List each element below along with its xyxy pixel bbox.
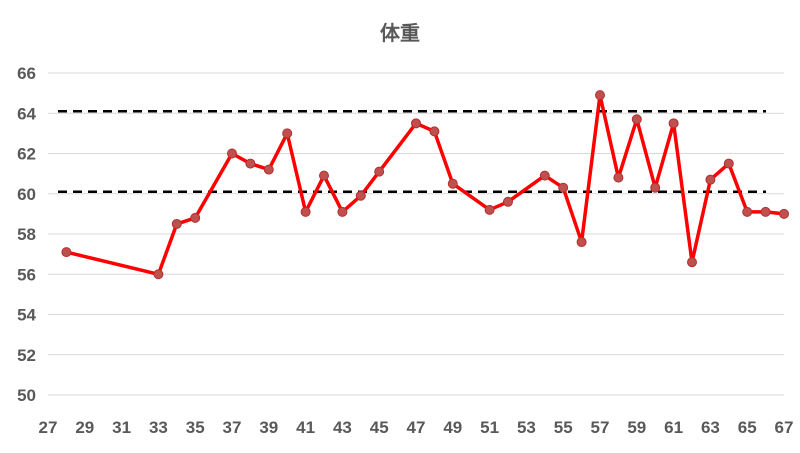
data-point-66: [760, 206, 771, 217]
data-point-48: [429, 126, 440, 137]
y-axis-ticks: 50 52 54 56 58 60 62 64 66: [17, 64, 36, 405]
data-point-58: [613, 172, 624, 183]
data-point-40: [282, 128, 293, 139]
y-tick-label-60: 60: [17, 185, 36, 204]
data-point-52: [503, 196, 513, 207]
y-tick-label-52: 52: [17, 346, 36, 365]
data-point-42: [319, 170, 329, 181]
data-point-51: [484, 204, 495, 215]
y-tick-label-58: 58: [17, 225, 36, 244]
x-tick-label-47: 47: [407, 418, 426, 437]
data-point-35: [190, 212, 201, 223]
data-point-60: [650, 182, 661, 193]
data-point-28: [61, 247, 72, 258]
x-tick-label-45: 45: [370, 418, 389, 437]
data-point-44: [355, 190, 366, 201]
gridlines: [48, 72, 784, 396]
data-point-33: [153, 269, 164, 280]
reference-lines: [58, 109, 766, 193]
data-point-54: [539, 170, 550, 181]
data-point-43: [337, 206, 348, 217]
x-tick-label-27: 27: [39, 418, 58, 437]
x-tick-label-65: 65: [738, 418, 757, 437]
x-tick-label-31: 31: [112, 418, 131, 437]
x-tick-label-29: 29: [75, 418, 94, 437]
x-tick-label-43: 43: [333, 418, 352, 437]
data-point-55: [558, 182, 569, 193]
data-point-38: [245, 158, 256, 169]
data-point-56: [576, 237, 587, 248]
data-point-64: [723, 158, 734, 169]
data-point-67: [779, 208, 789, 219]
x-tick-label-59: 59: [627, 418, 646, 437]
weight-series: [61, 90, 789, 280]
x-tick-label-49: 49: [443, 418, 462, 437]
data-point-34: [171, 218, 182, 229]
data-point-49: [447, 178, 458, 189]
chart-title: 体重: [380, 21, 420, 45]
x-tick-label-37: 37: [223, 418, 242, 437]
x-tick-label-51: 51: [480, 418, 499, 437]
data-point-59: [631, 114, 642, 125]
x-tick-label-67: 67: [775, 418, 794, 437]
x-tick-label-41: 41: [296, 418, 315, 437]
x-tick-label-53: 53: [517, 418, 536, 437]
y-tick-label-56: 56: [17, 265, 36, 284]
x-tick-label-63: 63: [701, 418, 720, 437]
x-tick-label-57: 57: [591, 418, 610, 437]
x-tick-label-61: 61: [664, 418, 683, 437]
y-tick-label-62: 62: [17, 145, 36, 164]
x-axis-ticks: 27 29 31 33 35 37 39 41 43 45 47 49 51 53 55 57 59 61 63 65…: [39, 418, 794, 437]
data-point-63: [705, 174, 716, 185]
x-tick-label-55: 55: [554, 418, 573, 437]
data-point-41: [300, 206, 311, 217]
x-tick-label-33: 33: [149, 418, 168, 437]
data-point-39: [263, 164, 274, 175]
data-point-45: [374, 166, 385, 177]
y-tick-label-54: 54: [17, 306, 36, 325]
data-point-37: [227, 148, 237, 159]
x-tick-label-39: 39: [259, 418, 278, 437]
data-point-61: [668, 118, 679, 129]
y-tick-label-64: 64: [17, 104, 36, 123]
x-tick-label-35: 35: [186, 418, 205, 437]
data-point-57: [595, 90, 605, 101]
y-tick-label-66: 66: [17, 64, 36, 83]
y-tick-label-50: 50: [17, 386, 36, 405]
data-point-47: [411, 118, 421, 129]
data-point-65: [742, 206, 753, 217]
data-point-62: [687, 257, 697, 268]
